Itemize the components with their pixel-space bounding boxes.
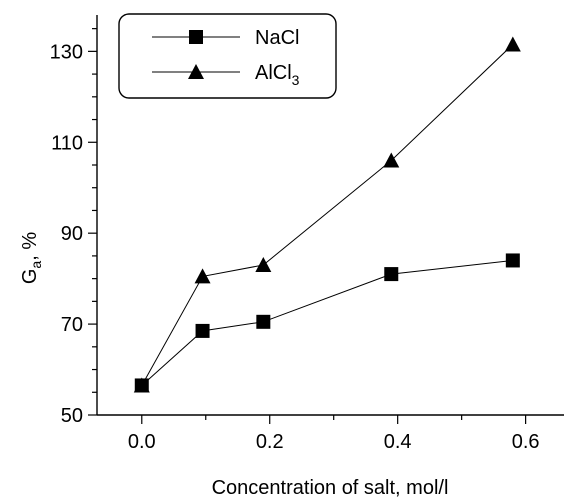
legend-marker-square (189, 30, 203, 44)
y-axis-label: Ga, % (19, 232, 44, 284)
data-point-triangle (504, 36, 521, 52)
data-point-triangle (255, 257, 272, 272)
data-point-square (256, 314, 271, 329)
legend-label-alcl3: AlCl3 (255, 62, 300, 88)
y-tick-label: 50 (61, 405, 83, 427)
x-tick-label: 0.0 (128, 431, 156, 453)
x-tick-label: 0.4 (384, 431, 412, 453)
data-point-triangle (383, 152, 400, 168)
legend-label-alcl3-subscript: 3 (292, 72, 300, 88)
y-tick-label: 130 (50, 41, 83, 63)
y-tick-label: 70 (61, 314, 83, 336)
legend: NaCl AlCl3 (118, 13, 337, 99)
x-axis-label: Concentration of salt, mol/l (212, 477, 449, 499)
y-axis-label-subscript: a (28, 261, 44, 269)
axes (96, 15, 564, 416)
legend-label-alcl3-main: AlCl (255, 62, 292, 84)
ticks: 50 70 90 110 130 0.0 0.2 0.4 0.6 (50, 28, 540, 453)
legend-marker-triangle (188, 64, 204, 79)
x-tick-label: 0.6 (512, 431, 540, 453)
series-markers (133, 36, 521, 393)
data-point-square (505, 253, 520, 268)
data-point-square (384, 267, 399, 282)
y-tick-label: 110 (51, 132, 83, 154)
x-tick-label: 0.2 (256, 431, 284, 453)
y-tick-label: 90 (61, 223, 83, 245)
y-axis-label-rest: , % (19, 232, 41, 261)
data-point-square (195, 323, 210, 338)
legend-label-nacl: NaCl (255, 27, 299, 49)
y-axis-label-main: G (19, 269, 41, 285)
legend-box (118, 13, 337, 99)
data-point-triangle (194, 268, 211, 284)
data-point-square (134, 378, 149, 393)
